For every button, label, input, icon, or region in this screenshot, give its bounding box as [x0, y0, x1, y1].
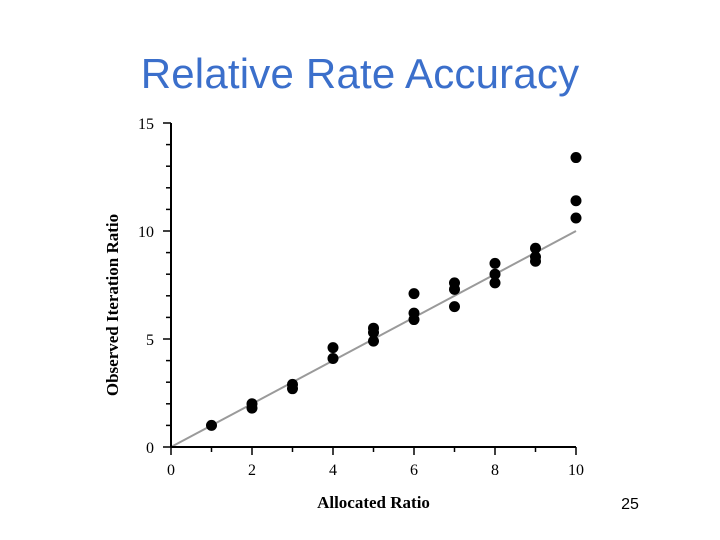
data-point: [489, 268, 501, 280]
y-axis-title: Observed Iteration Ratio: [103, 214, 122, 396]
slide-title: Relative Rate Accuracy: [140, 50, 580, 97]
x-tick-label: 4: [329, 462, 337, 479]
x-tick-label: 10: [568, 462, 584, 479]
data-point: [287, 378, 298, 390]
x-axis-title: Allocated Ratio: [317, 493, 430, 512]
data-point: [408, 307, 420, 319]
data-point: [489, 257, 501, 269]
x-tick-label: 0: [167, 462, 175, 479]
data-point: [327, 352, 339, 364]
y-tick-label: 5: [146, 332, 154, 349]
data-point: [246, 398, 258, 410]
data-point: [449, 301, 460, 313]
y-tick-label: 10: [138, 224, 154, 241]
data-point: [530, 251, 541, 263]
page-number: 25: [621, 496, 639, 513]
data-point: [530, 242, 541, 254]
x-tick-label: 2: [248, 462, 256, 479]
x-tick-label: 8: [491, 462, 499, 479]
x-tick-label: 6: [410, 462, 418, 479]
data-point: [570, 195, 582, 207]
data-point: [368, 335, 379, 347]
data-point: [327, 342, 339, 354]
data-point: [570, 152, 582, 164]
data-point: [408, 288, 420, 300]
data-point: [489, 277, 501, 289]
data-point: [368, 322, 379, 334]
tick-labels: 0 2 4 6 8 10 0 5 10 15: [138, 116, 584, 479]
data-point: [570, 212, 582, 224]
y-tick-label: 15: [138, 116, 154, 133]
data-point: [449, 277, 460, 289]
axes: [163, 122, 577, 455]
data-points: [206, 152, 582, 431]
data-point: [206, 419, 217, 431]
y-tick-label: 0: [146, 440, 154, 457]
